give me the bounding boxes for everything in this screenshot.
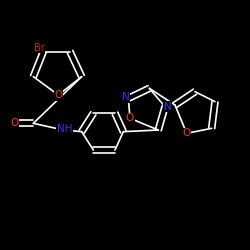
Text: NH: NH: [57, 124, 72, 134]
Text: O: O: [10, 118, 19, 128]
Text: Br: Br: [34, 43, 45, 53]
Text: O: O: [54, 90, 62, 100]
Text: N: N: [122, 92, 130, 102]
Text: O: O: [126, 113, 134, 123]
Text: N: N: [164, 102, 172, 112]
Text: O: O: [182, 128, 191, 138]
